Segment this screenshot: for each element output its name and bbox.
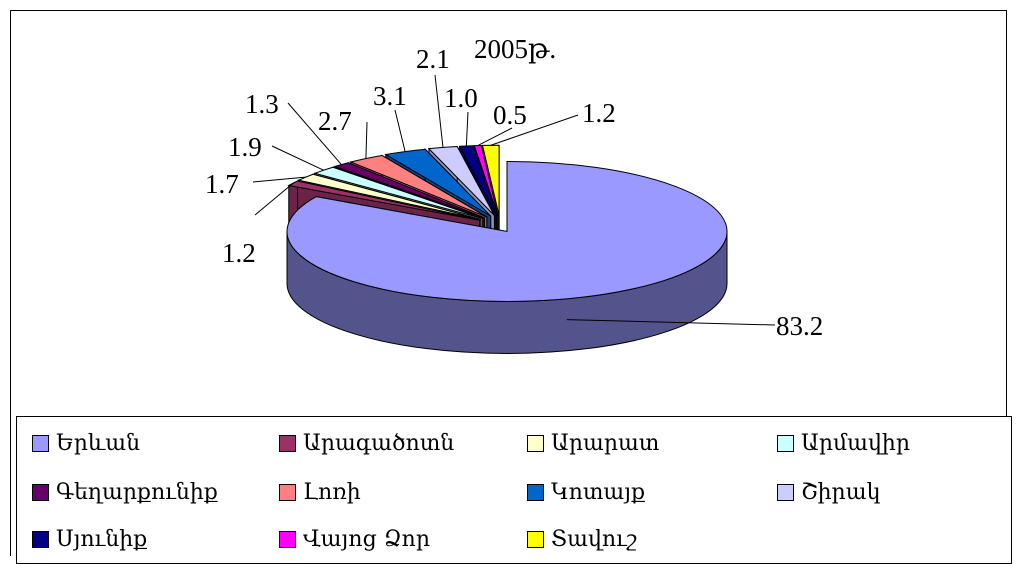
leader-line — [394, 109, 406, 152]
legend-swatch — [32, 530, 49, 548]
leader-line — [434, 74, 444, 148]
legend-label: Լոռի — [303, 479, 361, 505]
pie-chart: 83.2 1.2 1.7 1.9 1.3 2.7 3.1 2.1 1.0 0.5 1.2 2005թ… — [205, 34, 823, 354]
legend-swatch — [279, 483, 296, 501]
legend-label: Երևան — [56, 430, 141, 456]
data-labels: 83.2 1.2 1.7 1.9 1.3 2.7 3.1 2.1 1.0 0.5 1.2 — [205, 44, 823, 341]
data-label: 3.1 — [373, 81, 407, 111]
legend-swatch — [527, 434, 544, 452]
data-label: 1.2 — [222, 238, 256, 268]
legend-label: Արարատ — [551, 430, 660, 456]
legend-label: Սյունիք — [56, 526, 148, 552]
legend-label: Արագածոտն — [303, 430, 455, 456]
legend-item: Տավուշ — [527, 524, 637, 554]
legend-label: Արմավիր — [801, 430, 911, 456]
leader-line — [365, 121, 368, 159]
leader-line — [254, 182, 294, 216]
legend-item: Կոտայք — [527, 477, 645, 507]
legend: Երևան Արագածոտն Արարատ Արմավիր Գեղարքունիք Լո… — [16, 416, 1012, 564]
data-label: 2.1 — [416, 44, 450, 74]
leader-line — [566, 319, 776, 326]
data-label: 2.7 — [318, 106, 352, 136]
leader-line — [287, 102, 342, 165]
legend-item: Սյունիք — [32, 524, 147, 554]
legend-swatch — [777, 434, 794, 452]
leader-line — [477, 127, 513, 146]
legend-item: Արագածոտն — [279, 428, 454, 458]
legend-label: Գեղարքունիք — [56, 479, 218, 505]
legend-swatch — [527, 483, 544, 501]
data-label: 0.5 — [493, 100, 527, 130]
legend-swatch — [279, 530, 296, 548]
chart-title: 2005թ. — [474, 34, 556, 64]
data-label: 83.2 — [776, 311, 823, 341]
legend-swatch — [777, 483, 794, 501]
legend-item: Երևան — [32, 428, 140, 458]
data-label: 1.0 — [444, 83, 478, 113]
legend-item: Արմավիր — [777, 428, 910, 458]
leader-line — [271, 145, 324, 171]
legend-label: Վայոց Ձոր — [303, 526, 430, 552]
legend-swatch — [279, 434, 296, 452]
leader-lines — [252, 74, 776, 326]
data-label: 1.7 — [205, 169, 239, 199]
leader-line — [465, 111, 469, 146]
legend-label: Կոտայք — [551, 479, 646, 505]
pie-slices — [286, 144, 728, 354]
pie-slice — [286, 160, 728, 354]
legend-label: Շիրակ — [801, 479, 881, 505]
legend-item: Գեղարքունիք — [32, 477, 218, 507]
data-label: 1.3 — [245, 89, 279, 119]
legend-swatch — [32, 434, 49, 452]
legend-swatch — [32, 483, 49, 501]
legend-item: Արարատ — [527, 428, 659, 458]
data-label: 1.9 — [228, 132, 262, 162]
leader-line — [490, 114, 579, 146]
leader-line — [252, 176, 306, 183]
legend-item: Լոռի — [279, 477, 361, 507]
data-label: 1.2 — [582, 98, 616, 128]
legend-item: Վայոց Ձոր — [279, 524, 430, 554]
legend-swatch — [527, 530, 544, 548]
legend-label: Տավուշ — [551, 526, 637, 552]
legend-item: Շիրակ — [777, 477, 880, 507]
